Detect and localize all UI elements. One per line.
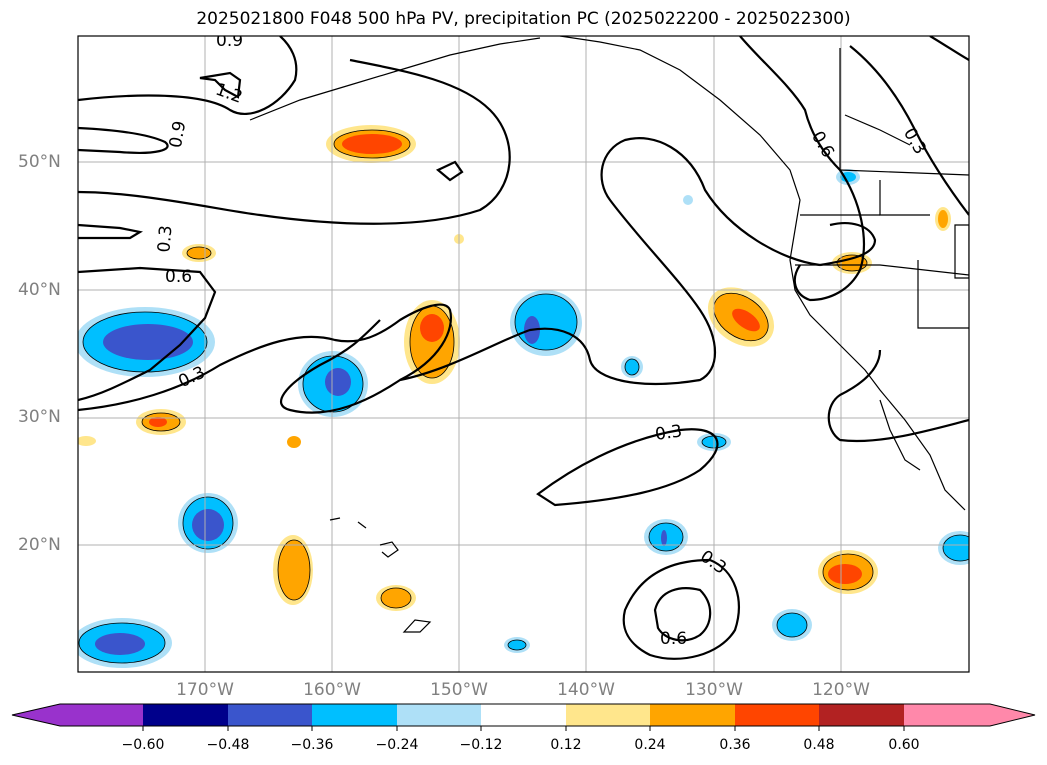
lon-label: 140°W xyxy=(557,680,615,700)
contour-label: 0.3 xyxy=(696,547,730,579)
colorbar-tick-label: −0.48 xyxy=(206,737,250,753)
lon-label: 160°W xyxy=(303,680,361,700)
colorbar-outline xyxy=(11,703,1036,727)
contour-label: 0.6 xyxy=(660,629,687,649)
colorbar-extend-high xyxy=(904,704,1035,726)
contour-label: 0.3 xyxy=(654,421,684,445)
contour-label: 0.9 xyxy=(216,31,243,51)
pv-contours xyxy=(78,36,969,660)
colorbar-segment xyxy=(566,704,650,726)
colorbar-tick-label: 0.36 xyxy=(719,737,751,753)
lon-label: 120°W xyxy=(812,680,870,700)
contour-label: 0.6 xyxy=(165,267,192,287)
colorbar-segment xyxy=(819,704,904,726)
colorbar-segment xyxy=(312,704,397,726)
map-title: 2025021800 F048 500 hPa PV, precipitatio… xyxy=(196,9,851,29)
precipitation-shading xyxy=(78,125,969,668)
colorbar-segment xyxy=(650,704,735,726)
colorbar-tick-label: 0.60 xyxy=(888,737,920,753)
colorbar-segment xyxy=(481,704,566,726)
colorbar-segment xyxy=(397,704,481,726)
colorbar-segment xyxy=(735,704,819,726)
colorbar-segment xyxy=(228,704,312,726)
lat-label: 50°N xyxy=(18,152,61,172)
colorbar-tick-label: 0.12 xyxy=(550,737,582,753)
colorbar-tick-label: −0.60 xyxy=(121,737,165,753)
map-frame xyxy=(77,35,970,673)
colorbar-tick-label: −0.36 xyxy=(290,737,334,753)
contour-label: 0.3 xyxy=(154,225,176,254)
colorbar-tick-label: 0.48 xyxy=(803,737,835,753)
lat-label: 40°N xyxy=(18,280,61,300)
colorbar-tick-label: 0.24 xyxy=(634,737,666,753)
colorbar-tick-label: −0.12 xyxy=(459,737,503,753)
lon-label: 130°W xyxy=(685,680,743,700)
colorbar-segment xyxy=(143,704,228,726)
colorbar xyxy=(11,703,1036,731)
lon-label: 150°W xyxy=(430,680,488,700)
gridlines xyxy=(78,36,969,672)
colorbar-extend-low xyxy=(12,704,143,726)
contour-label: 0.3 xyxy=(899,125,930,158)
lat-label: 30°N xyxy=(18,407,61,427)
lon-label: 170°W xyxy=(176,680,234,700)
lat-label: 20°N xyxy=(18,535,61,555)
shading-outlines xyxy=(78,129,969,664)
coastlines xyxy=(249,36,969,633)
colorbar-tick-label: −0.24 xyxy=(375,737,419,753)
contour-label: 0.6 xyxy=(807,128,838,161)
contour-label: 0.9 xyxy=(166,119,190,149)
